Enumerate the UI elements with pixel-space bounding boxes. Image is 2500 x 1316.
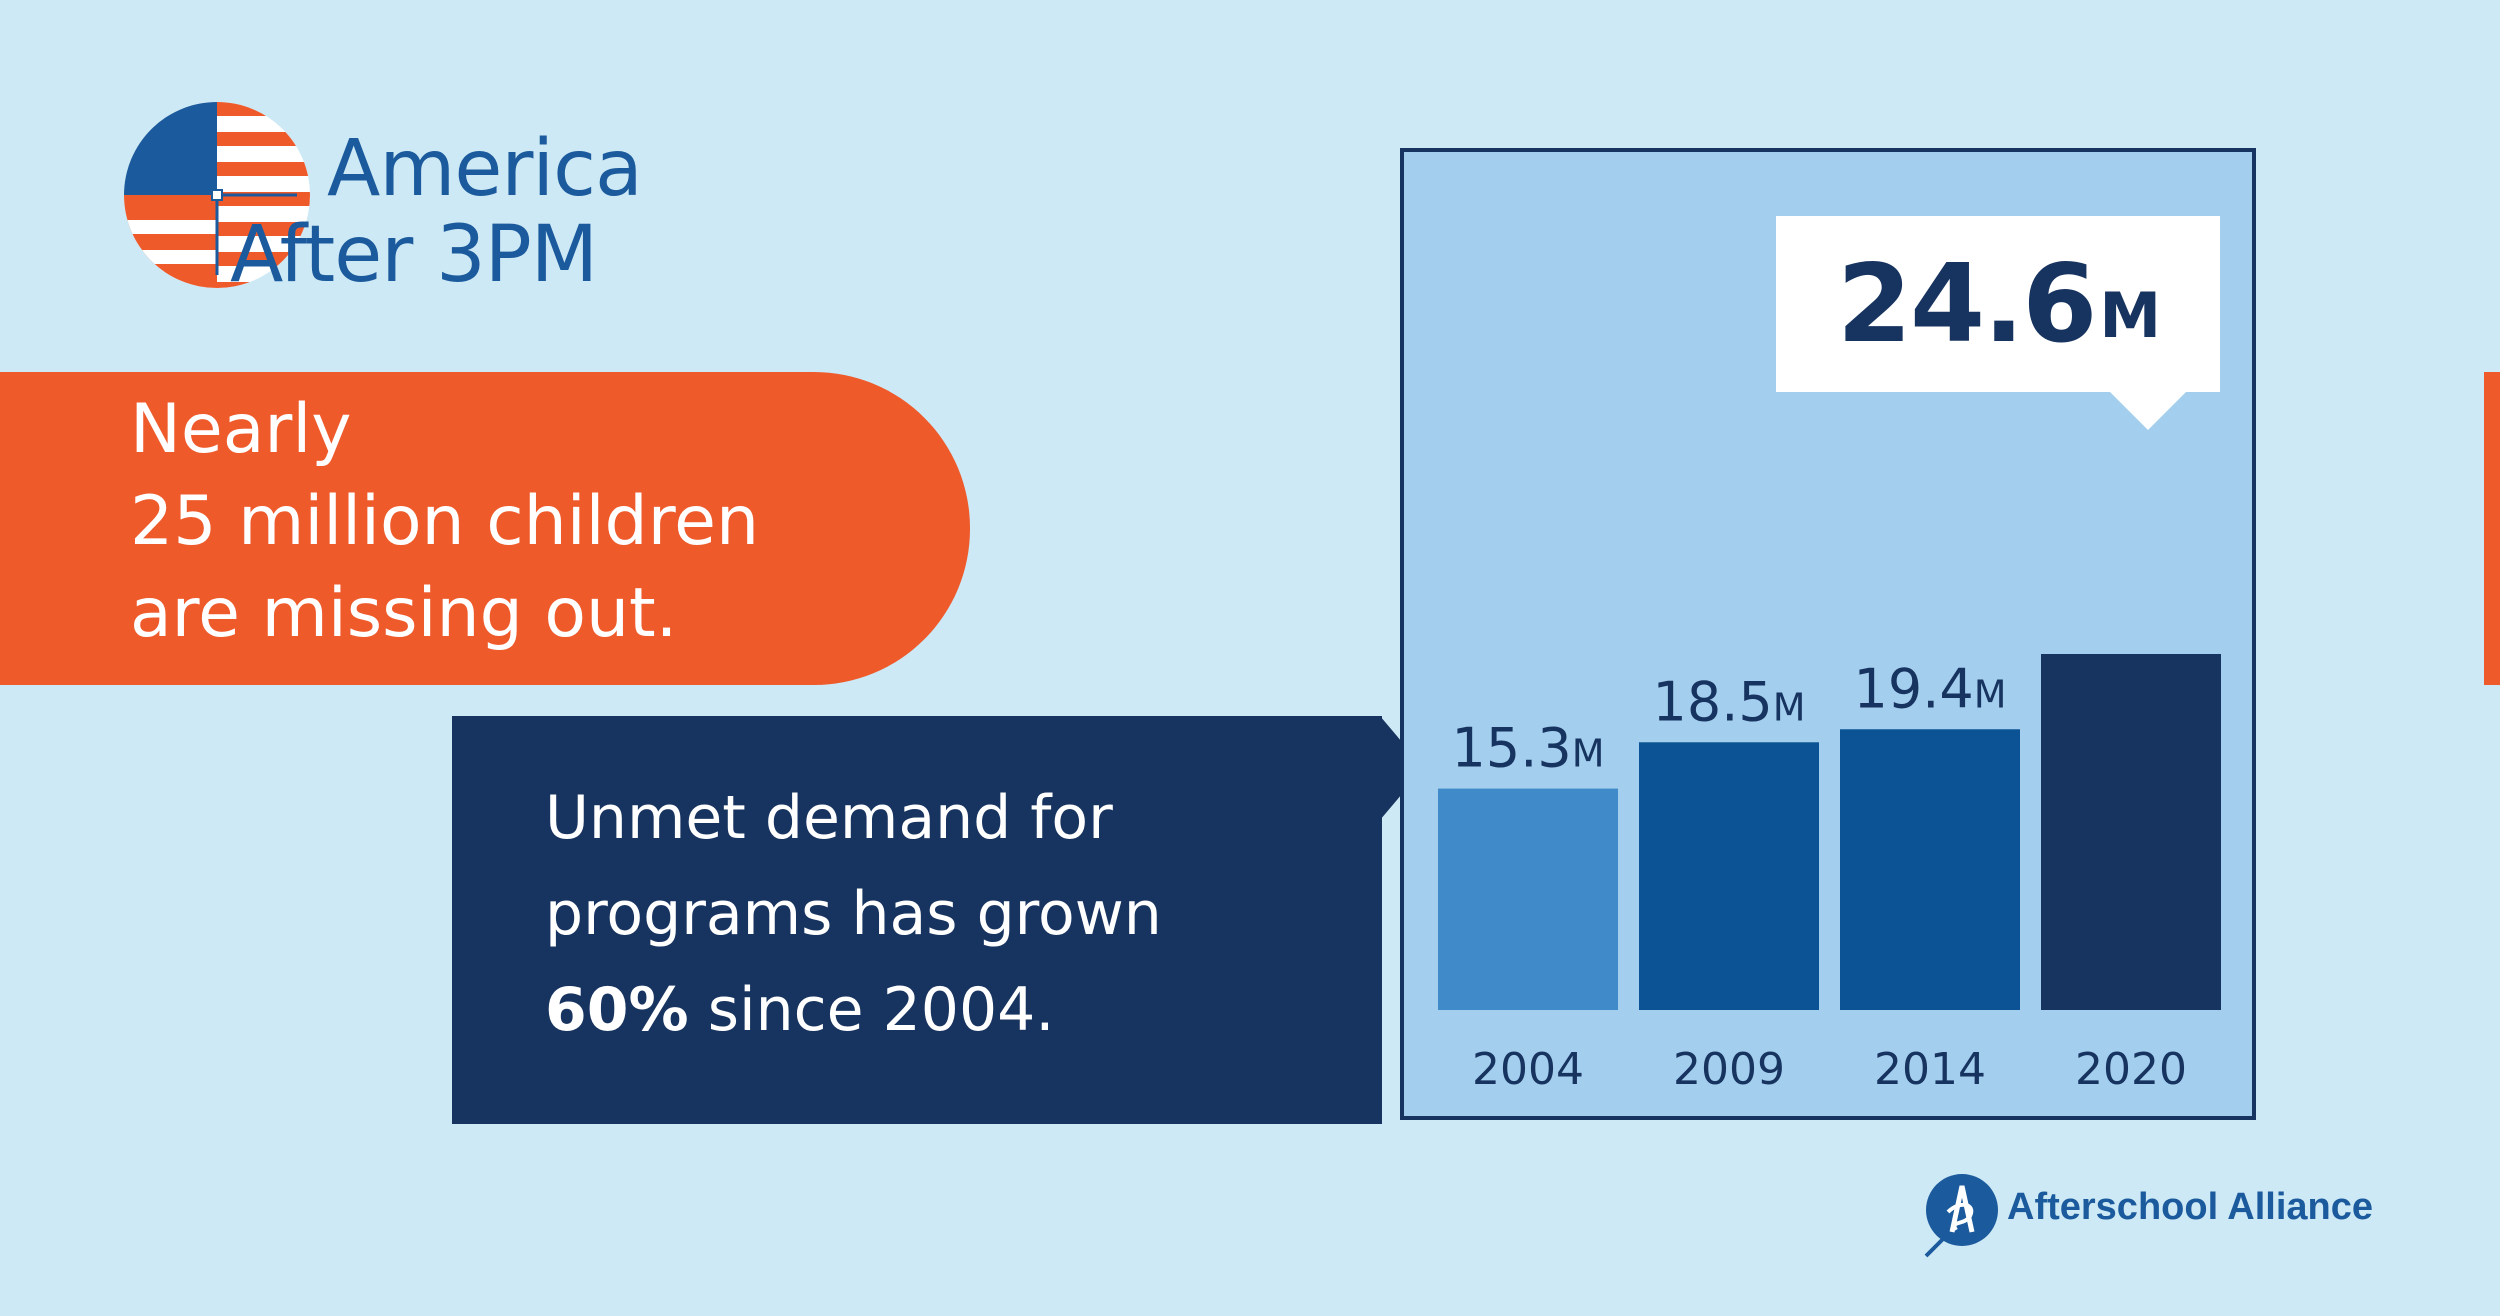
logo-title-line1: America — [327, 124, 643, 214]
growth-percent: 60% — [545, 975, 689, 1045]
callout-value: 24.6 M — [1776, 216, 2220, 392]
callout-box — [1776, 216, 2220, 392]
demand-text: Unmet demand for programs has grown 60% … — [545, 770, 1162, 1058]
headline-banner — [0, 372, 970, 685]
america-after-3pm-logo: America After 3PM — [122, 100, 762, 300]
data-label: 19.4M — [1853, 657, 2006, 720]
demand-line1: Unmet demand for — [545, 783, 1113, 853]
demand-line2: programs has grown — [545, 879, 1162, 949]
bar-2004 — [1438, 788, 1618, 1010]
x-tick-label: 2014 — [1874, 1044, 1986, 1095]
bar-chart: 2004 15.3M 2009 18.5M 2014 19.4M 2020 — [1438, 654, 2221, 1095]
demand-line3-rest: since 2004. — [688, 975, 1055, 1045]
x-tick-label: 2009 — [1673, 1044, 1785, 1095]
afterschool-alliance-logo-icon — [1924, 1174, 1998, 1258]
headline-line: Nearly — [130, 390, 352, 469]
demand-box — [452, 716, 1382, 1124]
afterschool-alliance-name: Afterschool Alliance — [2007, 1186, 2374, 1228]
bar-2014 — [1840, 729, 2020, 1010]
demand-line3: 60% since 2004. — [545, 962, 1162, 1058]
bar-2020 — [2041, 654, 2221, 1010]
headline: Nearly 25 million children are missing o… — [130, 384, 759, 660]
logo-title-line2: After 3PM — [230, 210, 598, 300]
clock-flag-icon — [124, 102, 310, 288]
bar-2009 — [1639, 742, 1819, 1010]
callout-number: 24.6 — [1836, 241, 2097, 367]
headline-line: 25 million children — [130, 482, 760, 561]
callout-tail — [2108, 390, 2188, 430]
data-label: 15.3M — [1451, 717, 1604, 780]
headline-line: are missing out. — [130, 574, 678, 653]
x-tick-label: 2004 — [1472, 1044, 1584, 1095]
right-edge-accent — [2484, 372, 2500, 685]
data-label: 18.5M — [1652, 670, 1805, 733]
x-tick-label: 2020 — [2075, 1044, 2187, 1095]
callout-unit: M — [2099, 278, 2161, 352]
